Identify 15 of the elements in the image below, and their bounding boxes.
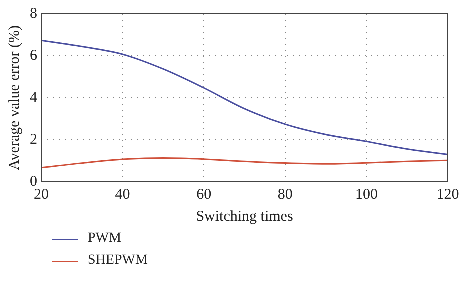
y-tick-label: 4 [30,90,38,106]
x-tick-label: 120 [436,186,460,203]
line-series [42,158,448,169]
y-tick-label: 8 [30,6,38,22]
y-axis-title: Average value error (%) [6,25,23,171]
x-axis-title: Switching times [196,208,294,225]
x-tick-label: 60 [196,186,212,203]
legend-label: SHEPWM [88,253,148,269]
x-tick-label: 40 [115,186,130,203]
line-series [42,40,448,156]
x-tick-label: 100 [355,186,378,203]
y-tick-label: 6 [30,48,38,64]
legend-label: PWM [88,231,122,247]
y-tick-label: 2 [30,132,38,148]
x-tick-label: 80 [278,186,293,203]
